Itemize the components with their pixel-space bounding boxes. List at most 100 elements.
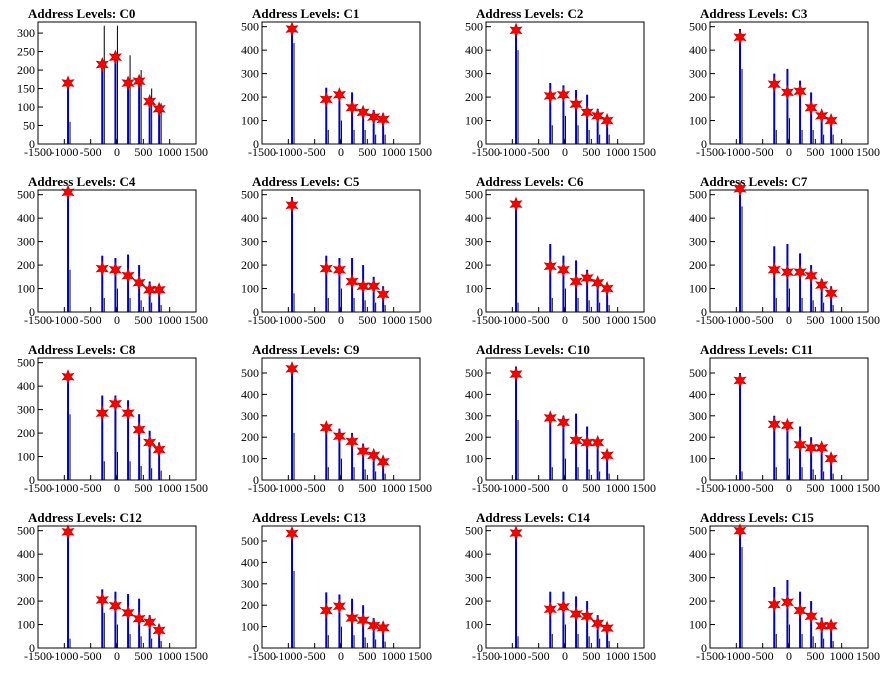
y-tick-label: 400	[465, 547, 483, 561]
peak-marker	[556, 414, 570, 430]
y-tick-label: 300	[241, 577, 259, 591]
peak-marker	[332, 87, 346, 103]
panel-title: Address Levels: C10	[476, 342, 590, 357]
x-tick-label: 500	[134, 649, 152, 663]
peak-marker	[600, 280, 614, 297]
peak-marker	[767, 596, 781, 613]
peak-marker	[376, 620, 390, 636]
y-tick-label: 200	[17, 63, 35, 77]
y-tick-label: 400	[689, 547, 707, 561]
peak-marker	[569, 606, 583, 622]
panel-c4: Address Levels: C40100200300400500-1500-…	[17, 174, 208, 327]
x-tick-label: 1500	[856, 313, 880, 327]
x-tick-label: 1500	[856, 145, 880, 159]
y-tick-label: 400	[465, 387, 483, 401]
panel-title: Address Levels: C15	[700, 510, 814, 525]
panel-c15: Address Levels: C15 0 100 200 300 400 500 -1500…	[689, 510, 880, 663]
y-tick-label: 100	[465, 452, 483, 466]
y-tick-label: 300	[241, 235, 259, 249]
x-tick-label: -1000	[274, 649, 302, 663]
y-tick-label: 0	[29, 305, 35, 319]
peak-marker	[804, 440, 818, 456]
x-tick-label: -500	[80, 313, 102, 327]
peak-marker	[367, 617, 381, 634]
peak-marker	[591, 434, 605, 451]
x-tick-label: -1000	[50, 145, 78, 159]
x-tick-label: 500	[134, 481, 152, 495]
panel-title: Address Levels: C11	[700, 342, 813, 357]
y-tick-label: 0	[477, 641, 483, 655]
y-tick-label: 100	[465, 618, 483, 632]
peak-marker	[780, 417, 794, 434]
y-tick-label: 0	[29, 137, 35, 151]
panel-title: Address Levels: C9	[252, 342, 360, 357]
peak-marker	[376, 111, 390, 128]
x-tick-label: -500	[752, 145, 774, 159]
x-tick-label: 1500	[632, 481, 656, 495]
x-tick-label: 1000	[830, 481, 854, 495]
x-tick-label: -500	[528, 649, 550, 663]
y-tick-label: 400	[465, 43, 483, 57]
x-tick-label: -500	[304, 313, 326, 327]
x-tick-label: -1500	[472, 145, 500, 159]
x-tick-label: -1000	[50, 481, 78, 495]
x-tick-label: 0	[338, 481, 344, 495]
peak-marker	[793, 602, 807, 619]
peak-marker	[95, 56, 109, 73]
peak-marker	[356, 443, 370, 459]
y-tick-label: 300	[689, 409, 707, 423]
peak-marker	[95, 405, 109, 421]
peak-marker	[285, 361, 299, 377]
peak-marker	[824, 618, 838, 634]
peak-marker	[556, 87, 570, 103]
peak-marker	[569, 432, 583, 449]
peak-marker	[108, 49, 122, 65]
peak-marker	[319, 419, 333, 436]
peak-marker	[733, 523, 747, 539]
y-tick-label: 400	[241, 387, 259, 401]
y-tick-label: 300	[689, 235, 707, 249]
peak-marker	[804, 267, 818, 284]
y-tick-label: 500	[241, 534, 259, 548]
x-tick-label: -1500	[696, 481, 724, 495]
peak-marker	[793, 264, 807, 280]
y-tick-label: 500	[689, 20, 707, 34]
y-tick-label: 100	[689, 114, 707, 128]
peak-marker	[367, 109, 381, 125]
peak-marker	[332, 428, 346, 444]
y-tick-label: 500	[465, 366, 483, 380]
y-tick-label: 100	[689, 618, 707, 632]
x-tick-label: -1500	[248, 145, 276, 159]
x-tick-label: -1500	[24, 313, 52, 327]
peak-marker	[556, 262, 570, 278]
peak-marker	[143, 282, 157, 298]
x-tick-label: -1000	[498, 313, 526, 327]
peak-marker	[580, 270, 594, 286]
peak-marker	[319, 602, 333, 619]
panel-c5: Address Levels: C50100200300400500-1500-…	[241, 174, 432, 327]
y-tick-label: 300	[465, 571, 483, 585]
x-tick-label: 1500	[184, 649, 208, 663]
x-tick-label: 1000	[158, 145, 182, 159]
x-tick-label: 0	[786, 649, 792, 663]
x-tick-label: 1000	[382, 145, 406, 159]
peak-marker	[793, 83, 807, 99]
peak-marker	[332, 262, 346, 278]
x-tick-label: 1500	[184, 481, 208, 495]
x-tick-label: 500	[582, 649, 600, 663]
peak-marker	[367, 447, 381, 464]
x-tick-label: -500	[304, 649, 326, 663]
y-tick-label: 100	[17, 100, 35, 114]
y-tick-label: 300	[689, 67, 707, 81]
x-tick-label: 0	[562, 481, 568, 495]
x-tick-label: -500	[528, 481, 550, 495]
x-tick-label: 0	[562, 649, 568, 663]
panel-c13: Address Levels: C13 0 100 200 300 400 500 -1500…	[241, 510, 432, 663]
y-tick-label: 200	[465, 594, 483, 608]
x-tick-label: 500	[806, 313, 824, 327]
peak-marker	[600, 112, 614, 129]
y-tick-label: 300	[241, 409, 259, 423]
peak-marker	[95, 260, 109, 277]
peak-marker	[780, 594, 794, 610]
x-tick-label: -1500	[696, 649, 724, 663]
